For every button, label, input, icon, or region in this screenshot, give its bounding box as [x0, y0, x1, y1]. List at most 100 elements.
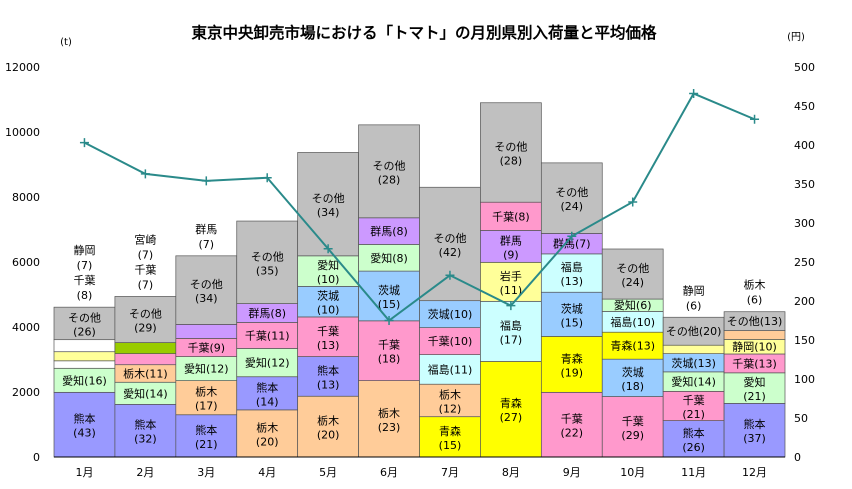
bar-labels: 熊本(43)愛知(16)その他(26)静岡(7)千葉(8)熊本(32)愛知(14… [62, 140, 782, 453]
segment-label: 愛知(14) [671, 375, 716, 389]
bar-segment [419, 327, 481, 355]
segment-label: その他 [68, 311, 101, 324]
bar-segment [175, 255, 238, 325]
price-marker [628, 197, 638, 207]
segment-label: 愛知(14) [123, 386, 168, 400]
segment-percent: (15) [560, 316, 583, 329]
segment-percent: (35) [256, 264, 279, 277]
bar-segment [419, 300, 481, 328]
bar-segment [723, 330, 786, 340]
segment-percent: (15) [378, 298, 401, 311]
x-tick-label: 11月 [681, 466, 706, 479]
bar-segment [723, 311, 786, 331]
segment-percent: (32) [134, 433, 157, 446]
price-marker [140, 169, 150, 179]
segment-label: その他 [190, 278, 223, 291]
segment-percent: (24) [621, 276, 644, 289]
segment-percent: (23) [378, 421, 401, 434]
segment-percent: (21) [743, 390, 766, 403]
segment-percent: (17) [195, 400, 218, 413]
segment-percent: (28) [378, 173, 401, 186]
bar-segment [662, 344, 725, 355]
bar-segment [53, 339, 116, 353]
segment-label: 青森 [561, 351, 583, 365]
bar-top-label: (6) [686, 299, 702, 312]
x-tick-label: 5月 [319, 466, 337, 479]
price-marker [445, 270, 455, 280]
segment-label: 千葉 [622, 414, 644, 428]
bar-segment [601, 248, 664, 300]
bar-segment [175, 414, 238, 458]
price-marker [201, 176, 211, 186]
bar-segment [540, 291, 603, 337]
left-tick-label: 4000 [12, 321, 40, 334]
segment-percent: (14) [256, 395, 279, 408]
bar-segment [114, 404, 177, 458]
segment-label: その他 [312, 192, 345, 205]
left-tick-label: 2000 [12, 386, 40, 399]
right-tick-label: 450 [794, 100, 815, 113]
segment-percent: (21) [682, 408, 705, 421]
bar-segment [662, 316, 725, 346]
segment-label: 群馬(8) [248, 306, 286, 320]
right-tick-label: 150 [794, 334, 815, 347]
segment-label: 群馬 [500, 233, 522, 247]
bar-segment [53, 391, 116, 458]
segment-label: 福島(11) [428, 362, 473, 376]
segment-label: 熊本 [744, 417, 766, 431]
price-marker [262, 173, 272, 183]
segment-label: 栃木(11) [123, 366, 168, 380]
segment-label: その他 [555, 186, 588, 199]
segment-label: その他 [251, 250, 284, 263]
bar-segment [53, 367, 116, 393]
bar-segment [297, 286, 359, 318]
right-tick-label: 400 [794, 139, 815, 152]
bar-top-label: 千葉 [73, 273, 95, 287]
segment-percent: (15) [439, 439, 462, 452]
left-tick-label: 8000 [12, 191, 40, 204]
segment-label: 千葉(8) [492, 209, 530, 223]
x-tick-label: 4月 [258, 466, 276, 479]
bar-segment [480, 102, 542, 203]
bar-segment [297, 356, 359, 397]
segment-percent: (29) [621, 429, 644, 442]
left-axis-unit: (t) [60, 37, 72, 48]
segment-percent: (12) [439, 402, 462, 415]
bar-top-label: (7) [77, 259, 93, 272]
bar-top-label: (6) [747, 294, 763, 307]
segment-label: その他 [373, 159, 406, 172]
segment-label: 茨城 [622, 365, 644, 379]
segment-label: 愛知(12) [184, 362, 229, 376]
segment-label: 福島 [561, 260, 583, 274]
right-tick-label: 500 [794, 61, 815, 74]
segment-label: 茨城 [378, 283, 400, 297]
right-tick-label: 200 [794, 295, 815, 308]
bar-segment [53, 351, 116, 362]
segment-percent: (19) [560, 366, 583, 379]
segment-label: 熊本 [317, 363, 339, 377]
bar-segment [723, 372, 786, 404]
segment-label: 栃木 [378, 406, 400, 420]
price-marker [384, 316, 394, 325]
bar-top-label: (8) [77, 289, 93, 302]
bar-segment [419, 354, 481, 385]
segment-percent: (9) [503, 248, 519, 261]
bar-segment [297, 152, 359, 257]
stacked-bars [53, 102, 786, 458]
bar-segment [419, 186, 481, 302]
bar-segment [540, 336, 603, 393]
price-marker [79, 138, 89, 148]
segment-label: 千葉 [683, 393, 705, 407]
bar-top-label: 静岡 [73, 243, 95, 257]
segment-percent: (43) [73, 427, 96, 440]
bar-top-label: 群馬 [195, 222, 217, 236]
bar-top-label: 千葉 [134, 262, 156, 276]
bar-top-label: 栃木 [744, 278, 766, 292]
bar-segment [114, 342, 177, 355]
left-tick-label: 12000 [5, 61, 40, 74]
segment-label: 静岡(10) [732, 340, 777, 354]
segment-label: 千葉 [317, 324, 339, 338]
segment-label: 熊本 [195, 423, 217, 437]
segment-label: 福島 [500, 318, 522, 332]
